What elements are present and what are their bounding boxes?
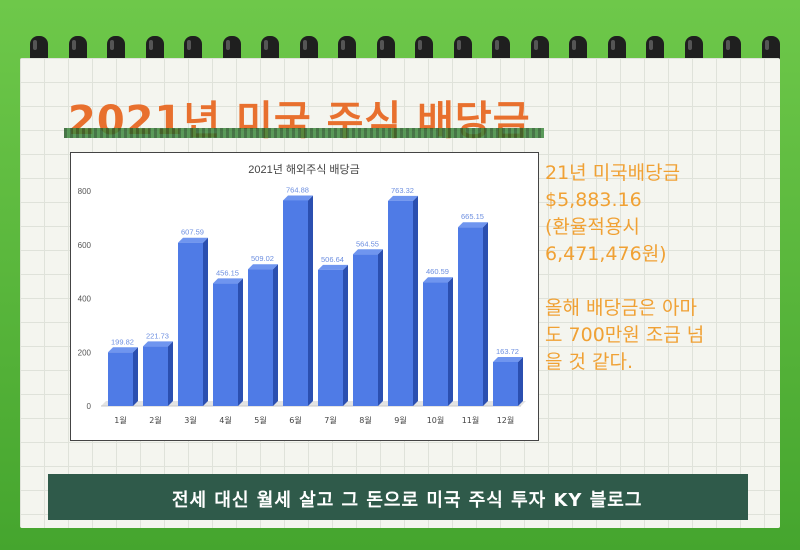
side-note: 21년 미국배당금 $5,883.16 (환율적용시 6,471,476원) 올… [545, 160, 770, 376]
bar-top [283, 195, 313, 201]
bar-side [273, 264, 278, 406]
bar [178, 242, 203, 406]
x-tick-label: 5월 [254, 415, 266, 425]
y-tick-label: 600 [78, 241, 92, 250]
data-label: 456.15 [216, 268, 239, 277]
data-label: 764.88 [286, 185, 309, 194]
y-tick-label: 400 [78, 295, 92, 304]
bar [213, 283, 238, 406]
bar-top [388, 195, 418, 201]
y-tick-label: 800 [78, 187, 92, 196]
bar-side [448, 277, 453, 406]
footer-banner: 전세 대신 월세 살고 그 돈으로 미국 주식 투자 KY 블로그 [48, 474, 748, 520]
bar-side [308, 195, 313, 406]
bar-side [238, 278, 243, 406]
bar [283, 200, 308, 406]
note-line: 6,471,476원) [545, 243, 667, 265]
bar-top [423, 277, 453, 283]
data-label: 763.32 [391, 186, 414, 195]
data-label: 163.72 [496, 347, 519, 356]
x-tick-label: 9월 [394, 415, 406, 425]
bar [143, 346, 168, 406]
chart-title: 2021년 해외주식 배당금 [248, 162, 360, 176]
x-tick-label: 6월 [289, 415, 301, 425]
x-tick-label: 2월 [149, 415, 161, 425]
data-label: 564.55 [356, 239, 379, 248]
bar-top [248, 264, 278, 270]
chart-container: 2021년 해외주식 배당금 0 200 400 600 800 199.82 1월 221.7… [70, 152, 539, 441]
bar-side [483, 222, 488, 406]
data-label: 506.64 [321, 255, 344, 264]
data-label: 607.59 [181, 228, 204, 237]
note-line: 올해 배당금은 아마 [545, 297, 697, 319]
x-tick-label: 10월 [427, 415, 445, 425]
bar [353, 254, 378, 406]
bar-chart: 2021년 해외주식 배당금 0 200 400 600 800 199.82 1월 221.7… [78, 162, 526, 425]
data-label: 460.59 [426, 267, 449, 276]
bar-top [143, 341, 173, 347]
x-tick-label: 7월 [324, 415, 336, 425]
bar-side [518, 357, 523, 406]
bar-top [213, 278, 243, 284]
data-label: 509.02 [251, 254, 274, 263]
bar-side [413, 195, 418, 406]
bar [493, 362, 518, 406]
bar [318, 269, 343, 406]
x-tick-label: 8월 [359, 415, 371, 425]
bar-side [378, 249, 383, 406]
footer-text: 전세 대신 월세 살고 그 돈으로 미국 주식 투자 KY 블로그 [172, 490, 643, 511]
x-tick-label: 4월 [219, 415, 231, 425]
bar [423, 282, 448, 406]
note-line: 도 700만원 조금 넘 [545, 324, 705, 346]
x-tick-label: 3월 [184, 415, 196, 425]
title-underline [64, 128, 544, 138]
x-tick-label: 1월 [114, 415, 126, 425]
bar-top [108, 347, 138, 353]
note-line: $5,883.16 [545, 189, 642, 211]
bar [108, 352, 133, 406]
data-label: 665.15 [461, 212, 484, 221]
bar [248, 269, 273, 406]
chart-floor [101, 401, 526, 406]
bar-side [343, 264, 348, 406]
bar-top [318, 264, 348, 270]
x-tick-label: 11월 [462, 415, 480, 425]
bar [388, 200, 413, 406]
y-tick-label: 200 [78, 348, 92, 357]
bar-side [203, 237, 208, 406]
bar-side [133, 347, 138, 406]
y-tick-label: 0 [87, 402, 92, 411]
bar-side [168, 341, 173, 406]
data-label: 199.82 [111, 337, 134, 346]
bar-top [353, 249, 383, 255]
note-line: (환율적용시 [545, 216, 640, 238]
data-label: 221.73 [146, 331, 169, 340]
note-line: 21년 미국배당금 [545, 162, 681, 184]
bar-top [493, 357, 523, 363]
x-tick-label: 12월 [497, 415, 515, 425]
bar-top [458, 222, 488, 228]
bar-top [178, 237, 208, 243]
note-line: 을 것 같다. [545, 351, 634, 373]
bar [458, 227, 483, 406]
